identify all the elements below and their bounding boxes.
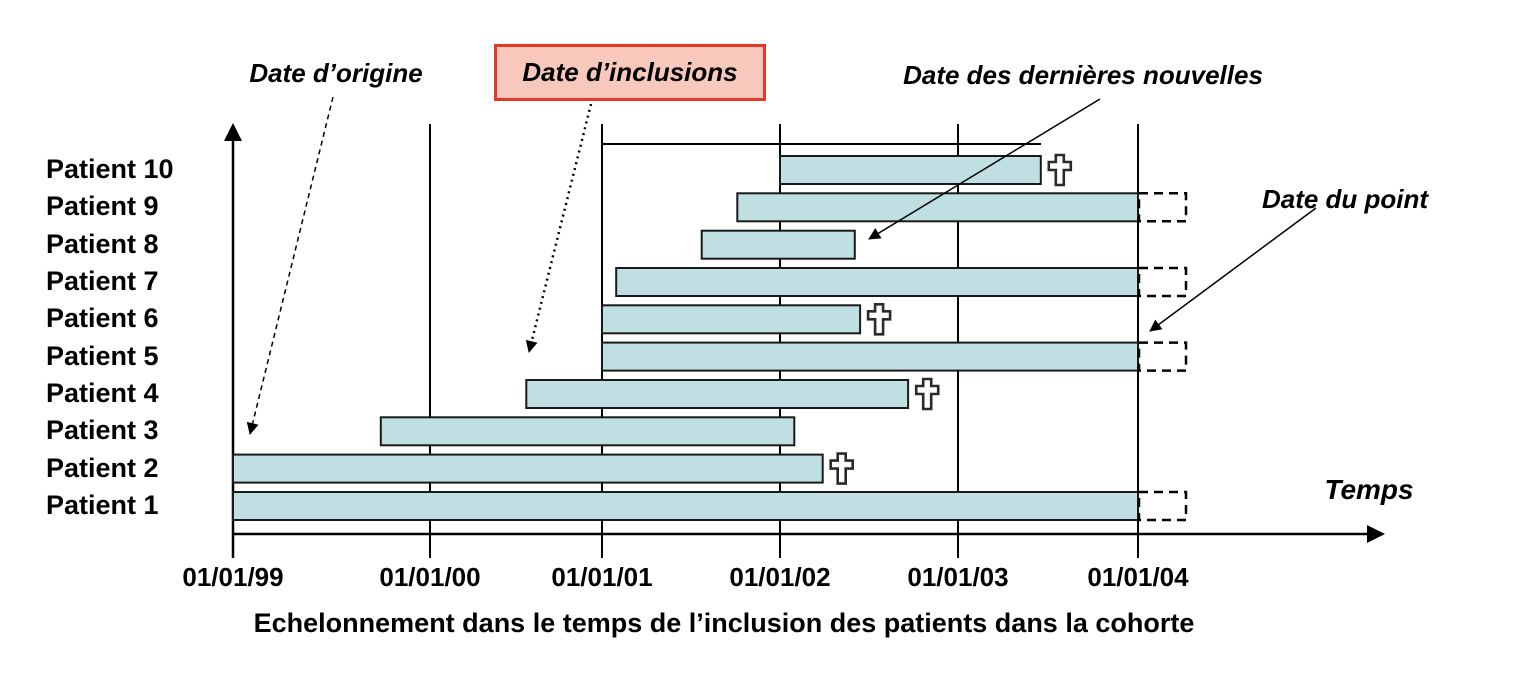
row-label-patient-2: Patient 2 <box>46 452 159 483</box>
bar-patient-10 <box>779 155 1042 185</box>
dernieres-nouvelles-arrow <box>868 98 1101 240</box>
tick-label-01-01-02: 01/01/02 <box>729 562 831 592</box>
ongoing-dashed-box <box>1137 266 1188 298</box>
row-label-patient-7: Patient 7 <box>46 265 159 296</box>
death-cross-icon <box>829 452 855 485</box>
date-inclusions-arrow <box>525 103 593 353</box>
tick-label-01-01-99: 01/01/99 <box>182 562 284 592</box>
row-label-patient-10: Patient 10 <box>46 154 174 184</box>
date-origine-arrow <box>246 96 334 435</box>
bar-patient-5 <box>601 341 1139 372</box>
tick-label-01-01-03: 01/01/03 <box>907 562 1009 592</box>
annotation-date-inclusions: Date d’inclusions <box>522 57 738 87</box>
death-cross-icon <box>1047 153 1073 187</box>
ongoing-dashed-box <box>1137 490 1188 522</box>
row-label-patient-1: Patient 1 <box>46 489 159 520</box>
row-label-patient-4: Patient 4 <box>46 377 159 408</box>
row-label-patient-9: Patient 9 <box>46 191 159 222</box>
date-du-point-arrow <box>1149 207 1317 332</box>
ongoing-dashed-box <box>1137 341 1188 372</box>
bar-patient-4 <box>525 379 910 409</box>
tick-label-01-01-00: 01/01/00 <box>379 562 481 592</box>
annotation-date-origine: Date d’origine <box>249 58 423 88</box>
annotation-dernieres-nouvelles: Date des dernières nouvelles <box>903 60 1263 90</box>
annotation-date-du-point: Date du point <box>1261 184 1429 214</box>
chart-caption: Echelonnement dans le temps de l’inclusi… <box>253 608 1195 638</box>
bar-patient-3 <box>379 416 796 447</box>
tick-label-01-01-04: 01/01/04 <box>1087 562 1189 592</box>
bar-patient-6 <box>601 304 862 335</box>
bar-patient-8 <box>700 229 856 260</box>
row-label-patient-8: Patient 8 <box>46 228 159 259</box>
row-label-patient-6: Patient 6 <box>46 303 159 334</box>
bar-patient-2 <box>232 453 824 484</box>
row-label-patient-5: Patient 5 <box>46 340 159 371</box>
ongoing-dashed-box <box>1137 192 1188 223</box>
bar-patient-7 <box>615 267 1139 297</box>
death-cross-icon <box>866 302 892 336</box>
tick-label-01-01-01: 01/01/01 <box>551 562 653 592</box>
row-label-patient-3: Patient 3 <box>46 415 159 446</box>
bar-patient-1 <box>232 491 1139 521</box>
annotation-date-inclusions-box: Date d’inclusions <box>494 44 766 101</box>
temps-axis-label: Temps <box>1324 474 1414 505</box>
death-cross-icon <box>914 377 940 411</box>
